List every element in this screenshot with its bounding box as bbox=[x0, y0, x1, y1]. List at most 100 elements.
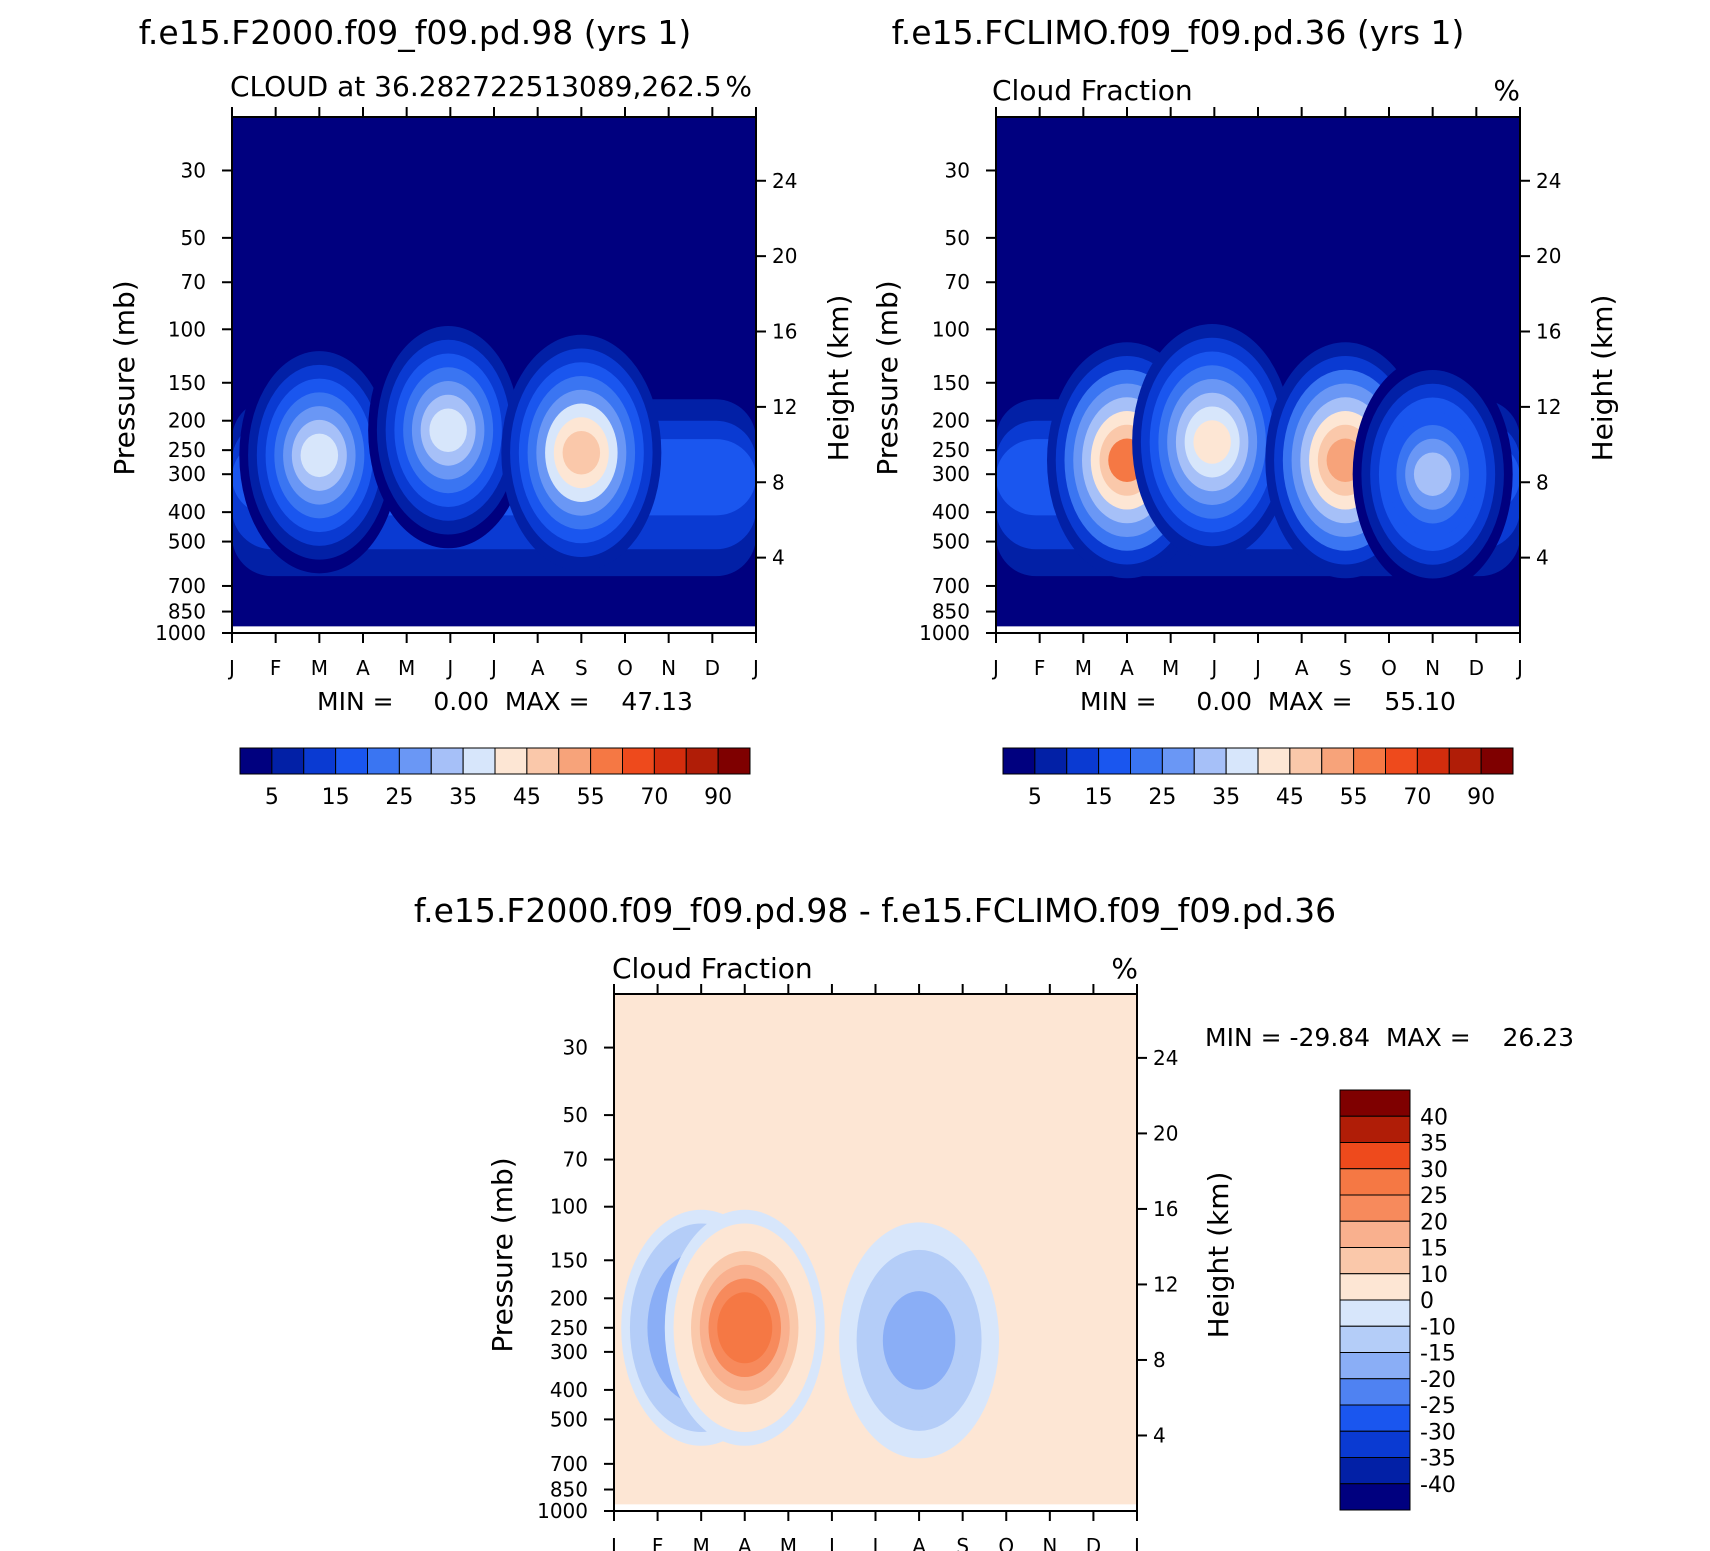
x-tick-label: J bbox=[1132, 1534, 1140, 1551]
colorbar-label: 45 bbox=[513, 785, 541, 810]
colorbar-label: 90 bbox=[1467, 785, 1495, 810]
x-tick-label: N bbox=[661, 656, 676, 680]
surface-band bbox=[614, 1499, 1137, 1505]
colorbar-box bbox=[1339, 1404, 1411, 1432]
colorbar-box bbox=[1225, 747, 1259, 775]
x-tick-label: D bbox=[1469, 656, 1484, 680]
y-axis-label: Pressure (mb) bbox=[871, 280, 904, 475]
colorbar-label: 15 bbox=[1420, 1237, 1448, 1262]
surface-band bbox=[232, 622, 756, 627]
colorbar-box bbox=[367, 747, 400, 775]
colorbar-label: 15 bbox=[322, 785, 350, 810]
y-tick-label: 150 bbox=[550, 1248, 588, 1272]
x-tick-label: A bbox=[531, 656, 545, 680]
colorbar-label: 35 bbox=[449, 785, 477, 810]
panel-subtitle-right: % bbox=[1493, 74, 1520, 107]
colorbar-label: 70 bbox=[640, 785, 668, 810]
y2-tick-label: 12 bbox=[1536, 395, 1561, 419]
contour-band bbox=[300, 433, 339, 478]
y-tick-label: 30 bbox=[563, 1036, 588, 1060]
surface-strip bbox=[614, 1504, 1137, 1511]
y-tick-label: 200 bbox=[932, 409, 970, 433]
x-tick-label: A bbox=[356, 656, 370, 680]
panel-title: f.e15.FCLIMO.f09_f09.pd.36 (yrs 1) bbox=[892, 13, 1465, 52]
y-tick-label: 850 bbox=[932, 600, 970, 624]
y2-tick-label: 4 bbox=[1153, 1423, 1166, 1447]
colorbar-label: -25 bbox=[1420, 1394, 1456, 1419]
y-tick-label: 400 bbox=[932, 500, 970, 524]
y-tick-label: 700 bbox=[932, 574, 970, 598]
min-max-label: MIN = -29.84 MAX = 26.23 bbox=[1205, 1023, 1574, 1052]
contour-band bbox=[562, 431, 601, 475]
surface-strip bbox=[996, 626, 1520, 633]
panel-title: f.e15.F2000.f09_f09.pd.98 - f.e15.FCLIMO… bbox=[414, 891, 1336, 930]
colorbar-box bbox=[1339, 1273, 1411, 1301]
x-tick-label: A bbox=[912, 1534, 926, 1551]
x-tick-label: F bbox=[1034, 656, 1046, 680]
x-tick-label: F bbox=[270, 656, 282, 680]
x-tick-label: J bbox=[871, 1534, 879, 1551]
x-tick-label: M bbox=[1162, 656, 1179, 680]
colorbar: 5 15 25 35 45 55 70 90 bbox=[239, 747, 751, 810]
contour-field bbox=[614, 994, 1137, 1511]
colorbar-box bbox=[1339, 1220, 1411, 1248]
colorbar-box bbox=[1339, 1247, 1411, 1275]
colorbar-box bbox=[1193, 747, 1227, 775]
y2-tick-label: 20 bbox=[1536, 244, 1561, 268]
colorbar-label: 5 bbox=[265, 785, 279, 810]
colorbar-box bbox=[558, 747, 592, 775]
colorbar-box bbox=[1339, 1194, 1411, 1222]
x-tick-label: J bbox=[827, 1534, 835, 1551]
colorbar-label: 25 bbox=[1148, 785, 1176, 810]
y2-tick-label: 24 bbox=[1536, 169, 1561, 193]
contour-band bbox=[726, 1306, 764, 1350]
colorbar-box bbox=[1002, 747, 1036, 775]
y2-axis-label: Height (km) bbox=[1586, 295, 1619, 462]
colorbar-label: 55 bbox=[577, 785, 605, 810]
colorbar-box bbox=[335, 747, 368, 775]
colorbar-box bbox=[398, 747, 432, 775]
colorbar-box bbox=[1339, 1483, 1411, 1511]
x-tick-label: J bbox=[991, 656, 999, 680]
y-tick-label: 70 bbox=[181, 270, 206, 294]
surface-band bbox=[996, 622, 1520, 627]
y-tick-label: 50 bbox=[945, 226, 970, 250]
colorbar-box bbox=[1321, 747, 1355, 775]
y2-tick-label: 8 bbox=[1536, 470, 1549, 494]
colorbar-label: 45 bbox=[1276, 785, 1304, 810]
colorbar-box bbox=[590, 747, 623, 775]
x-tick-label: M bbox=[780, 1534, 797, 1551]
y-tick-label: 250 bbox=[932, 438, 970, 462]
x-tick-label: J bbox=[1209, 656, 1217, 680]
colorbar-label: 70 bbox=[1403, 785, 1431, 810]
y-tick-label: 200 bbox=[168, 409, 206, 433]
colorbar-label: 55 bbox=[1340, 785, 1368, 810]
colorbar-label: -40 bbox=[1420, 1473, 1456, 1498]
colorbar-box bbox=[1339, 1142, 1411, 1170]
x-tick-label: J bbox=[751, 656, 759, 680]
y-axis-label: Pressure (mb) bbox=[486, 1157, 519, 1352]
colorbar-box bbox=[1289, 747, 1323, 775]
y-tick-label: 250 bbox=[168, 438, 206, 462]
x-tick-label: A bbox=[1120, 656, 1134, 680]
x-tick-label: S bbox=[1339, 656, 1352, 680]
colorbar-label: 20 bbox=[1420, 1210, 1448, 1235]
x-tick-label: A bbox=[738, 1534, 752, 1551]
min-max-label: MIN = 0.00 MAX = 47.13 bbox=[317, 687, 693, 716]
x-tick-label: J bbox=[227, 656, 235, 680]
y-tick-label: 850 bbox=[550, 1478, 588, 1502]
colorbar-box bbox=[1066, 747, 1100, 775]
panel-difference: f.e15.F2000.f09_f09.pd.98 - f.e15.FCLIMO… bbox=[414, 891, 1574, 1551]
y-tick-label: 700 bbox=[168, 574, 206, 598]
y-tick-label: 250 bbox=[550, 1316, 588, 1340]
colorbar-label: 35 bbox=[1212, 785, 1240, 810]
y-tick-label: 50 bbox=[181, 226, 206, 250]
panel-subtitle-left: Cloud Fraction bbox=[992, 74, 1193, 107]
contour-field bbox=[232, 117, 756, 633]
x-tick-label: J bbox=[1515, 656, 1523, 680]
colorbar-box bbox=[430, 747, 464, 775]
x-tick-label: J bbox=[1253, 656, 1261, 680]
y-tick-label: 400 bbox=[168, 500, 206, 524]
y-tick-label: 200 bbox=[550, 1286, 588, 1310]
panel-subtitle-left: Cloud Fraction bbox=[612, 952, 813, 985]
